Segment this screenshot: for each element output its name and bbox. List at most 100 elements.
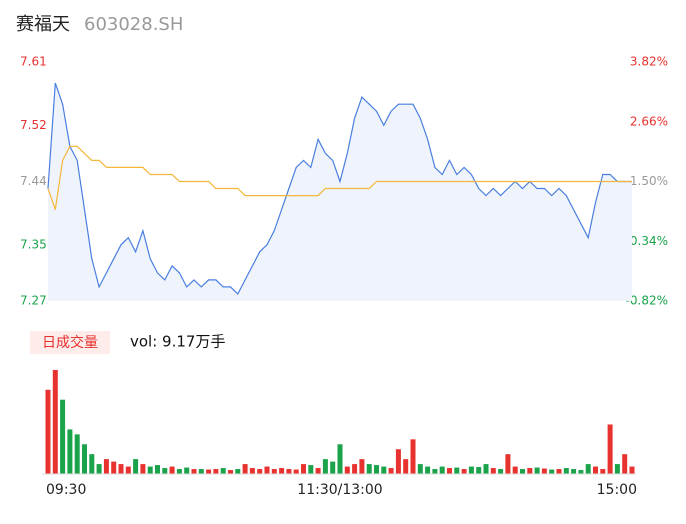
volume-bar <box>395 449 401 474</box>
volume-bar <box>176 469 182 474</box>
volume-bar <box>352 464 358 474</box>
volume-bar <box>155 465 160 474</box>
volume-bar <box>264 466 270 474</box>
volume-bar <box>103 459 109 474</box>
volume-bar <box>133 459 139 474</box>
volume-bar <box>534 467 540 474</box>
volume-bar <box>249 468 255 474</box>
volume-bar <box>286 469 292 474</box>
volume-bar <box>118 464 124 474</box>
volume-bar <box>337 444 343 474</box>
volume-bar <box>308 465 314 474</box>
volume-bar <box>468 466 474 474</box>
volume-bar <box>213 469 219 474</box>
volume-bar <box>417 464 423 474</box>
volume-bar <box>301 464 306 474</box>
volume-bar <box>271 469 277 474</box>
y-tick-label: 7.52 <box>20 118 47 132</box>
x-tick-label: 09:30 <box>46 482 86 498</box>
volume-bar <box>125 466 131 474</box>
volume-bar <box>191 469 197 474</box>
volume-bar <box>571 469 577 474</box>
volume-bar <box>60 399 66 474</box>
volume-bar <box>585 464 591 474</box>
x-tick-label: 11:30/13:00 <box>297 482 382 498</box>
volume-bar <box>381 466 387 474</box>
average-line <box>47 145 632 210</box>
y2-tick-label: -0.82% <box>626 294 668 308</box>
volume-title: 日成交量 <box>42 334 98 351</box>
volume-bar <box>344 466 350 474</box>
stock-code: 603028.SH <box>84 14 183 35</box>
volume-bar <box>374 465 379 474</box>
volume-bar <box>45 389 51 474</box>
volume-bar <box>293 469 299 474</box>
y-tick-label: 7.61 <box>20 55 47 69</box>
price-line <box>47 82 632 295</box>
volume-bar <box>169 466 175 474</box>
y-tick-label: 7.44 <box>20 174 47 188</box>
volume-bar <box>563 468 569 474</box>
volume-bar <box>74 434 80 474</box>
volume-bar <box>614 464 620 474</box>
volume-bar <box>322 459 328 474</box>
volume-bar <box>432 469 438 474</box>
volume-bar <box>498 469 504 474</box>
volume-bar <box>490 468 496 474</box>
volume-bar <box>162 468 168 474</box>
volume-bar <box>147 466 153 474</box>
volume-bar <box>578 470 584 474</box>
volume-bar <box>483 464 489 474</box>
volume-bar <box>461 469 467 474</box>
volume-bar <box>512 466 518 474</box>
volume-bar <box>242 464 248 474</box>
volume-bar <box>410 439 416 474</box>
volume-badge <box>30 331 110 354</box>
volume-bar <box>257 469 263 474</box>
volume-bar <box>549 469 555 474</box>
volume-bar <box>403 459 409 474</box>
volume-bar <box>279 468 285 474</box>
volume-bar <box>527 468 533 474</box>
volume-bar <box>607 424 613 474</box>
volume-bar <box>600 469 606 474</box>
y-tick-label: 7.35 <box>20 237 47 251</box>
volume-bar <box>454 467 460 474</box>
volume-bar <box>447 468 452 474</box>
volume-bar <box>593 466 598 474</box>
volume-bar <box>541 468 547 474</box>
volume-bar <box>235 469 241 474</box>
y2-tick-label: 2.66% <box>630 114 668 128</box>
volume-bar <box>206 469 212 474</box>
y-tick-label: 7.27 <box>20 294 47 308</box>
volume-bar <box>622 454 628 474</box>
volume-bar <box>82 444 87 474</box>
chart-title: 赛福天 <box>16 14 70 35</box>
volume-bar <box>89 454 95 474</box>
volume-bar <box>184 467 190 474</box>
y2-tick-label: 1.50% <box>630 174 668 188</box>
volume-bar <box>111 461 117 474</box>
volume-bar <box>520 469 525 474</box>
y2-tick-label: 0.34% <box>630 234 668 248</box>
volume-bar <box>505 454 511 474</box>
volume-bar <box>366 464 372 474</box>
price-area <box>48 83 632 301</box>
volume-bar <box>359 459 365 474</box>
volume-bar <box>228 470 233 474</box>
volume-bar <box>629 466 635 474</box>
volume-total: vol: 9.17万手 <box>130 333 225 351</box>
volume-bar <box>198 469 204 474</box>
volume-bar <box>425 466 431 474</box>
volume-bar <box>52 369 58 474</box>
volume-bar <box>476 467 482 474</box>
volume-bar <box>67 429 73 474</box>
volume-bar <box>140 464 146 474</box>
volume-bar <box>315 468 321 474</box>
volume-bar <box>330 461 336 474</box>
volume-bar <box>439 466 445 474</box>
x-tick-label: 15:00 <box>597 482 637 498</box>
volume-bar <box>388 468 394 474</box>
y2-tick-label: 3.82% <box>630 55 668 69</box>
